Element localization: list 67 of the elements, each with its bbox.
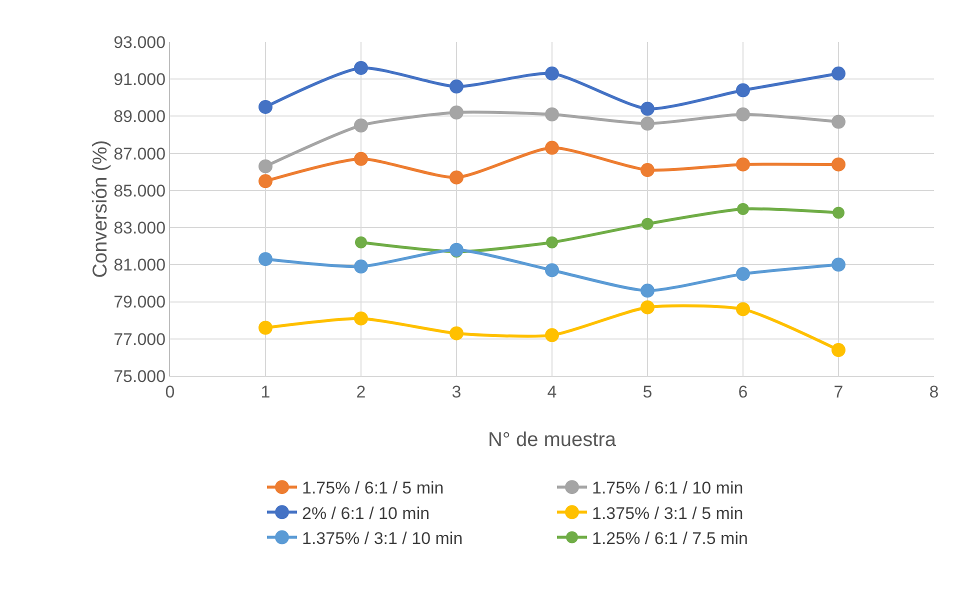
point [354,152,368,166]
point [640,300,654,314]
legend-label: 1.75% / 6:1 / 10 min [592,478,744,498]
point [258,100,272,114]
point [450,80,464,94]
y-tick-label: 85.000 [114,181,166,200]
point [258,252,272,266]
point [736,107,750,122]
point [354,260,368,274]
point [832,66,846,81]
point [736,157,750,172]
x-tick-label: 3 [452,382,462,402]
x-tick-label: 8 [929,382,939,402]
point [545,107,559,122]
y-tick-label: 91.000 [114,70,166,90]
point [546,236,558,248]
point [832,206,844,219]
x-tick-label: 7 [834,382,844,402]
point [640,284,654,298]
y-tick-label: 93.000 [114,32,166,52]
y-tick-label: 81.000 [114,256,166,275]
point [450,106,464,120]
point [736,83,750,98]
legend-label: 1.25% / 6:1 / 7.5 min [592,528,748,548]
legend-label: 1.375% / 3:1 / 5 min [592,504,744,523]
x-axis-title: N° de muestra [488,429,617,451]
x-tick-label: 6 [738,382,748,402]
point [545,66,559,81]
y-tick-label: 77.000 [114,330,166,349]
point [450,326,464,340]
point [736,302,750,316]
y-tick-label: 87.000 [114,144,166,164]
y-axis-title: Conversión (%) [90,140,112,278]
legend-label: 2% / 6:1 / 10 min [302,504,430,523]
point [736,266,750,281]
point [642,218,654,230]
point [258,320,272,335]
point [354,311,368,326]
y-tick-label: 75.000 [114,366,166,386]
point [545,140,559,155]
point [450,170,464,184]
point [354,60,368,75]
point [355,236,367,248]
legend-label: 1.375% / 3:1 / 10 min [302,528,463,548]
y-tick-label: 79.000 [114,292,166,312]
y-tick-label: 89.000 [114,107,166,126]
point [640,116,654,131]
point [258,174,272,188]
x-tick-label: 1 [260,382,270,402]
y-tick-label: 83.000 [114,218,166,238]
point [832,258,846,272]
x-tick-label: 2 [356,382,366,402]
point [640,102,654,116]
point [832,343,846,358]
point [450,242,464,257]
x-tick-label: 0 [165,382,175,402]
point [832,157,846,172]
point [640,163,654,178]
x-tick-label: 5 [642,382,652,402]
point [545,328,559,342]
x-tick-label: 4 [547,382,557,402]
point [832,114,846,129]
point [354,118,368,132]
point [737,203,749,215]
point [258,159,272,174]
legend-label: 1.75% / 6:1 / 5 min [302,478,444,498]
point [545,263,559,278]
